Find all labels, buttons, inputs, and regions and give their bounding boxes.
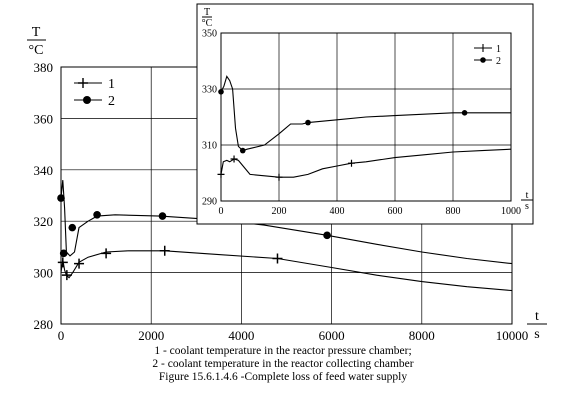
main-series-1-point — [61, 270, 72, 281]
main-y-tick-label: 320 — [34, 214, 54, 229]
inset-x-axis-symbol: t — [526, 190, 529, 201]
inset-legend-plus-marker — [479, 44, 487, 52]
inset-x-tick-label: 0 — [219, 206, 224, 217]
inset-y-tick-label: 310 — [202, 141, 217, 152]
main-series-2-point — [59, 249, 68, 258]
main-legend-label-2: 2 — [108, 94, 115, 109]
inset-series-2-point — [305, 119, 311, 126]
main-legend-circle-marker — [83, 96, 91, 104]
caption-legend-line-1: 1 - coolant temperature in the reactor p… — [154, 345, 412, 357]
main-legend: 1 2 — [74, 77, 115, 109]
main-x-axis-unit: s — [534, 327, 539, 342]
inset-x-tick-label: 1000 — [501, 206, 521, 217]
main-y-axis-symbol: T — [32, 25, 41, 40]
main-series-2-point — [68, 223, 77, 232]
main-series-2-point — [323, 231, 331, 240]
main-x-tick-label: 10000 — [496, 328, 529, 343]
inset-chart: 0 200 400 600 800 1000 290 310 330 350 T °C t s 1… — [196, 3, 534, 225]
main-series-1-point — [101, 248, 112, 259]
main-x-tick-label: 8000 — [409, 328, 435, 343]
main-x-tick-label: 2000 — [138, 328, 164, 343]
main-series-1-point — [74, 258, 85, 269]
inset-tick-labels: 0 200 400 600 800 1000 290 310 330 350 — [202, 29, 521, 218]
main-series-2-point — [57, 194, 65, 202]
main-curves — [57, 180, 513, 292]
inset-legend: 1 2 — [474, 44, 501, 67]
main-y-tick-label: 300 — [34, 266, 54, 281]
inset-series-2-point — [218, 89, 224, 95]
inset-x-tick-label: 600 — [388, 206, 403, 217]
inset-series-1-point — [230, 155, 238, 163]
inset-y-tick-label: 290 — [202, 197, 217, 208]
main-y-axis-unit: °C — [29, 43, 44, 58]
inset-plot-frame — [220, 32, 512, 202]
main-series-2-line — [60, 180, 513, 265]
main-x-tick-label: 6000 — [319, 328, 345, 343]
main-series-1-line — [60, 250, 513, 292]
inset-x-tick-label: 400 — [330, 206, 345, 217]
inset-y-axis-symbol: T — [204, 7, 210, 18]
inset-legend-circle-marker — [480, 57, 486, 63]
main-y-tick-label: 340 — [34, 163, 54, 178]
inset-curves — [217, 75, 512, 181]
inset-series-1-point — [275, 173, 283, 181]
main-y-tick-label: 360 — [34, 111, 54, 126]
inset-legend-label-2: 2 — [496, 56, 501, 67]
inset-series-1-point — [348, 159, 355, 167]
main-series-2-point — [93, 210, 101, 219]
main-x-axis-symbol: t — [535, 309, 539, 324]
inset-x-tick-label: 200 — [272, 206, 287, 217]
inset-series-1-line — [220, 148, 512, 178]
inset-gridlines — [221, 33, 511, 201]
main-legend-label-1: 1 — [108, 77, 115, 92]
inset-y-tick-label: 350 — [202, 29, 217, 40]
main-x-tick-label: 4000 — [228, 328, 254, 343]
inset-series-2-point — [461, 110, 468, 116]
main-x-tick-label: 0 — [58, 328, 65, 343]
inset-y-tick-label: 330 — [202, 85, 217, 96]
inset-x-axis-unit: s — [525, 201, 529, 212]
inset-legend-label-1: 1 — [496, 44, 501, 55]
main-series-1-point — [272, 253, 283, 264]
main-y-tick-label: 380 — [34, 60, 54, 75]
figure-caption: 1 - coolant temperature in the reactor p… — [0, 345, 566, 384]
caption-legend-line-2: 2 - coolant temperature in the reactor c… — [152, 358, 414, 370]
main-series-1-point — [159, 245, 170, 256]
main-series-2-point — [158, 212, 167, 220]
caption-figure-title: Figure 15.6.1.4.6 -Complete loss of feed… — [158, 371, 408, 383]
inset-y-axis-unit: °C — [202, 18, 213, 29]
inset-series-2-point — [239, 147, 246, 154]
inset-series-1-point — [217, 170, 225, 178]
main-legend-plus-marker — [78, 78, 88, 88]
main-chart: 0 2000 4000 6000 8000 10000280300320340360380… — [27, 25, 547, 343]
main-series-1-point — [57, 257, 68, 268]
main-y-tick-label: 280 — [34, 317, 54, 332]
inset-series-2-line — [220, 75, 511, 152]
inset-x-tick-label: 800 — [446, 206, 461, 217]
inset-panel — [196, 3, 534, 225]
